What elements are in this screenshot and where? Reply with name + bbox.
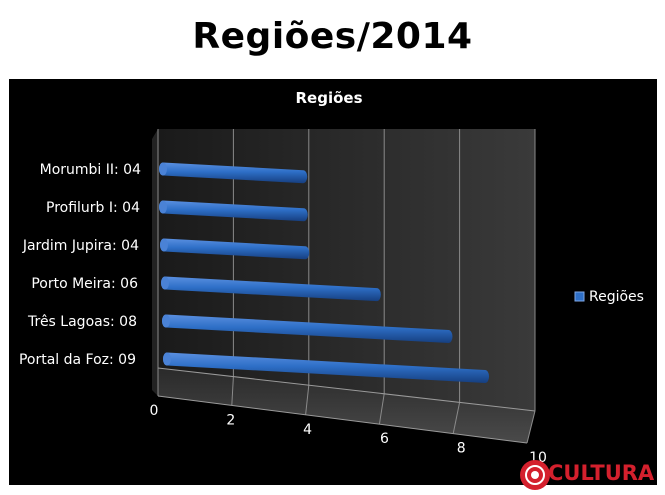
x-tick-label: 0: [150, 403, 159, 419]
floor-back-edge: [157, 367, 536, 412]
bar: [160, 238, 310, 260]
category-label: Três Lagoas: 08: [27, 314, 137, 330]
category-label: Jardim Jupira: 04: [22, 238, 139, 254]
category-label: Morumbi II: 04: [40, 162, 141, 178]
chart-area: 0 2 4 6 8 10 Morumbi II: 04 Profilurb I: 04 Jard…: [9, 79, 657, 485]
gridline-floor: [378, 393, 385, 425]
logo-text: CULTURA: [548, 461, 655, 485]
bar-cap: [159, 162, 167, 176]
bar-cap: [161, 276, 169, 290]
category-label: Profilurb I: 04: [46, 200, 140, 216]
bar: [159, 200, 308, 222]
chart-title: Regiões: [295, 89, 362, 107]
bar: [162, 314, 453, 344]
chart-side-wall: [152, 129, 158, 396]
gridline-floor: [305, 385, 310, 415]
legend-label: Regiões: [589, 289, 644, 305]
x-axis-line: [157, 395, 528, 444]
chart-floor: [158, 368, 535, 443]
bar-cap: [160, 238, 168, 252]
x-tick-label: 6: [380, 431, 389, 447]
bar-cap: [162, 314, 170, 328]
bar: [159, 162, 308, 184]
bar: [163, 352, 490, 383]
category-label: Porto Meira: 06: [31, 276, 138, 292]
radio-signal-icon: [520, 460, 550, 490]
bar: [161, 276, 381, 302]
bar-cap: [163, 352, 171, 366]
cultura-logo: [520, 460, 550, 490]
bar-cap: [159, 200, 167, 214]
category-label: Portal da Foz: 09: [19, 352, 136, 368]
x-tick-label: 8: [457, 441, 466, 457]
gridline-floor: [452, 402, 461, 434]
gridline-floor: [526, 410, 536, 444]
x-tick-label: 2: [226, 412, 235, 428]
gridline-floor: [231, 376, 234, 406]
legend-swatch: [574, 291, 585, 302]
x-tick-label: 4: [303, 422, 312, 438]
slide-title: Regiões/2014: [192, 16, 473, 57]
